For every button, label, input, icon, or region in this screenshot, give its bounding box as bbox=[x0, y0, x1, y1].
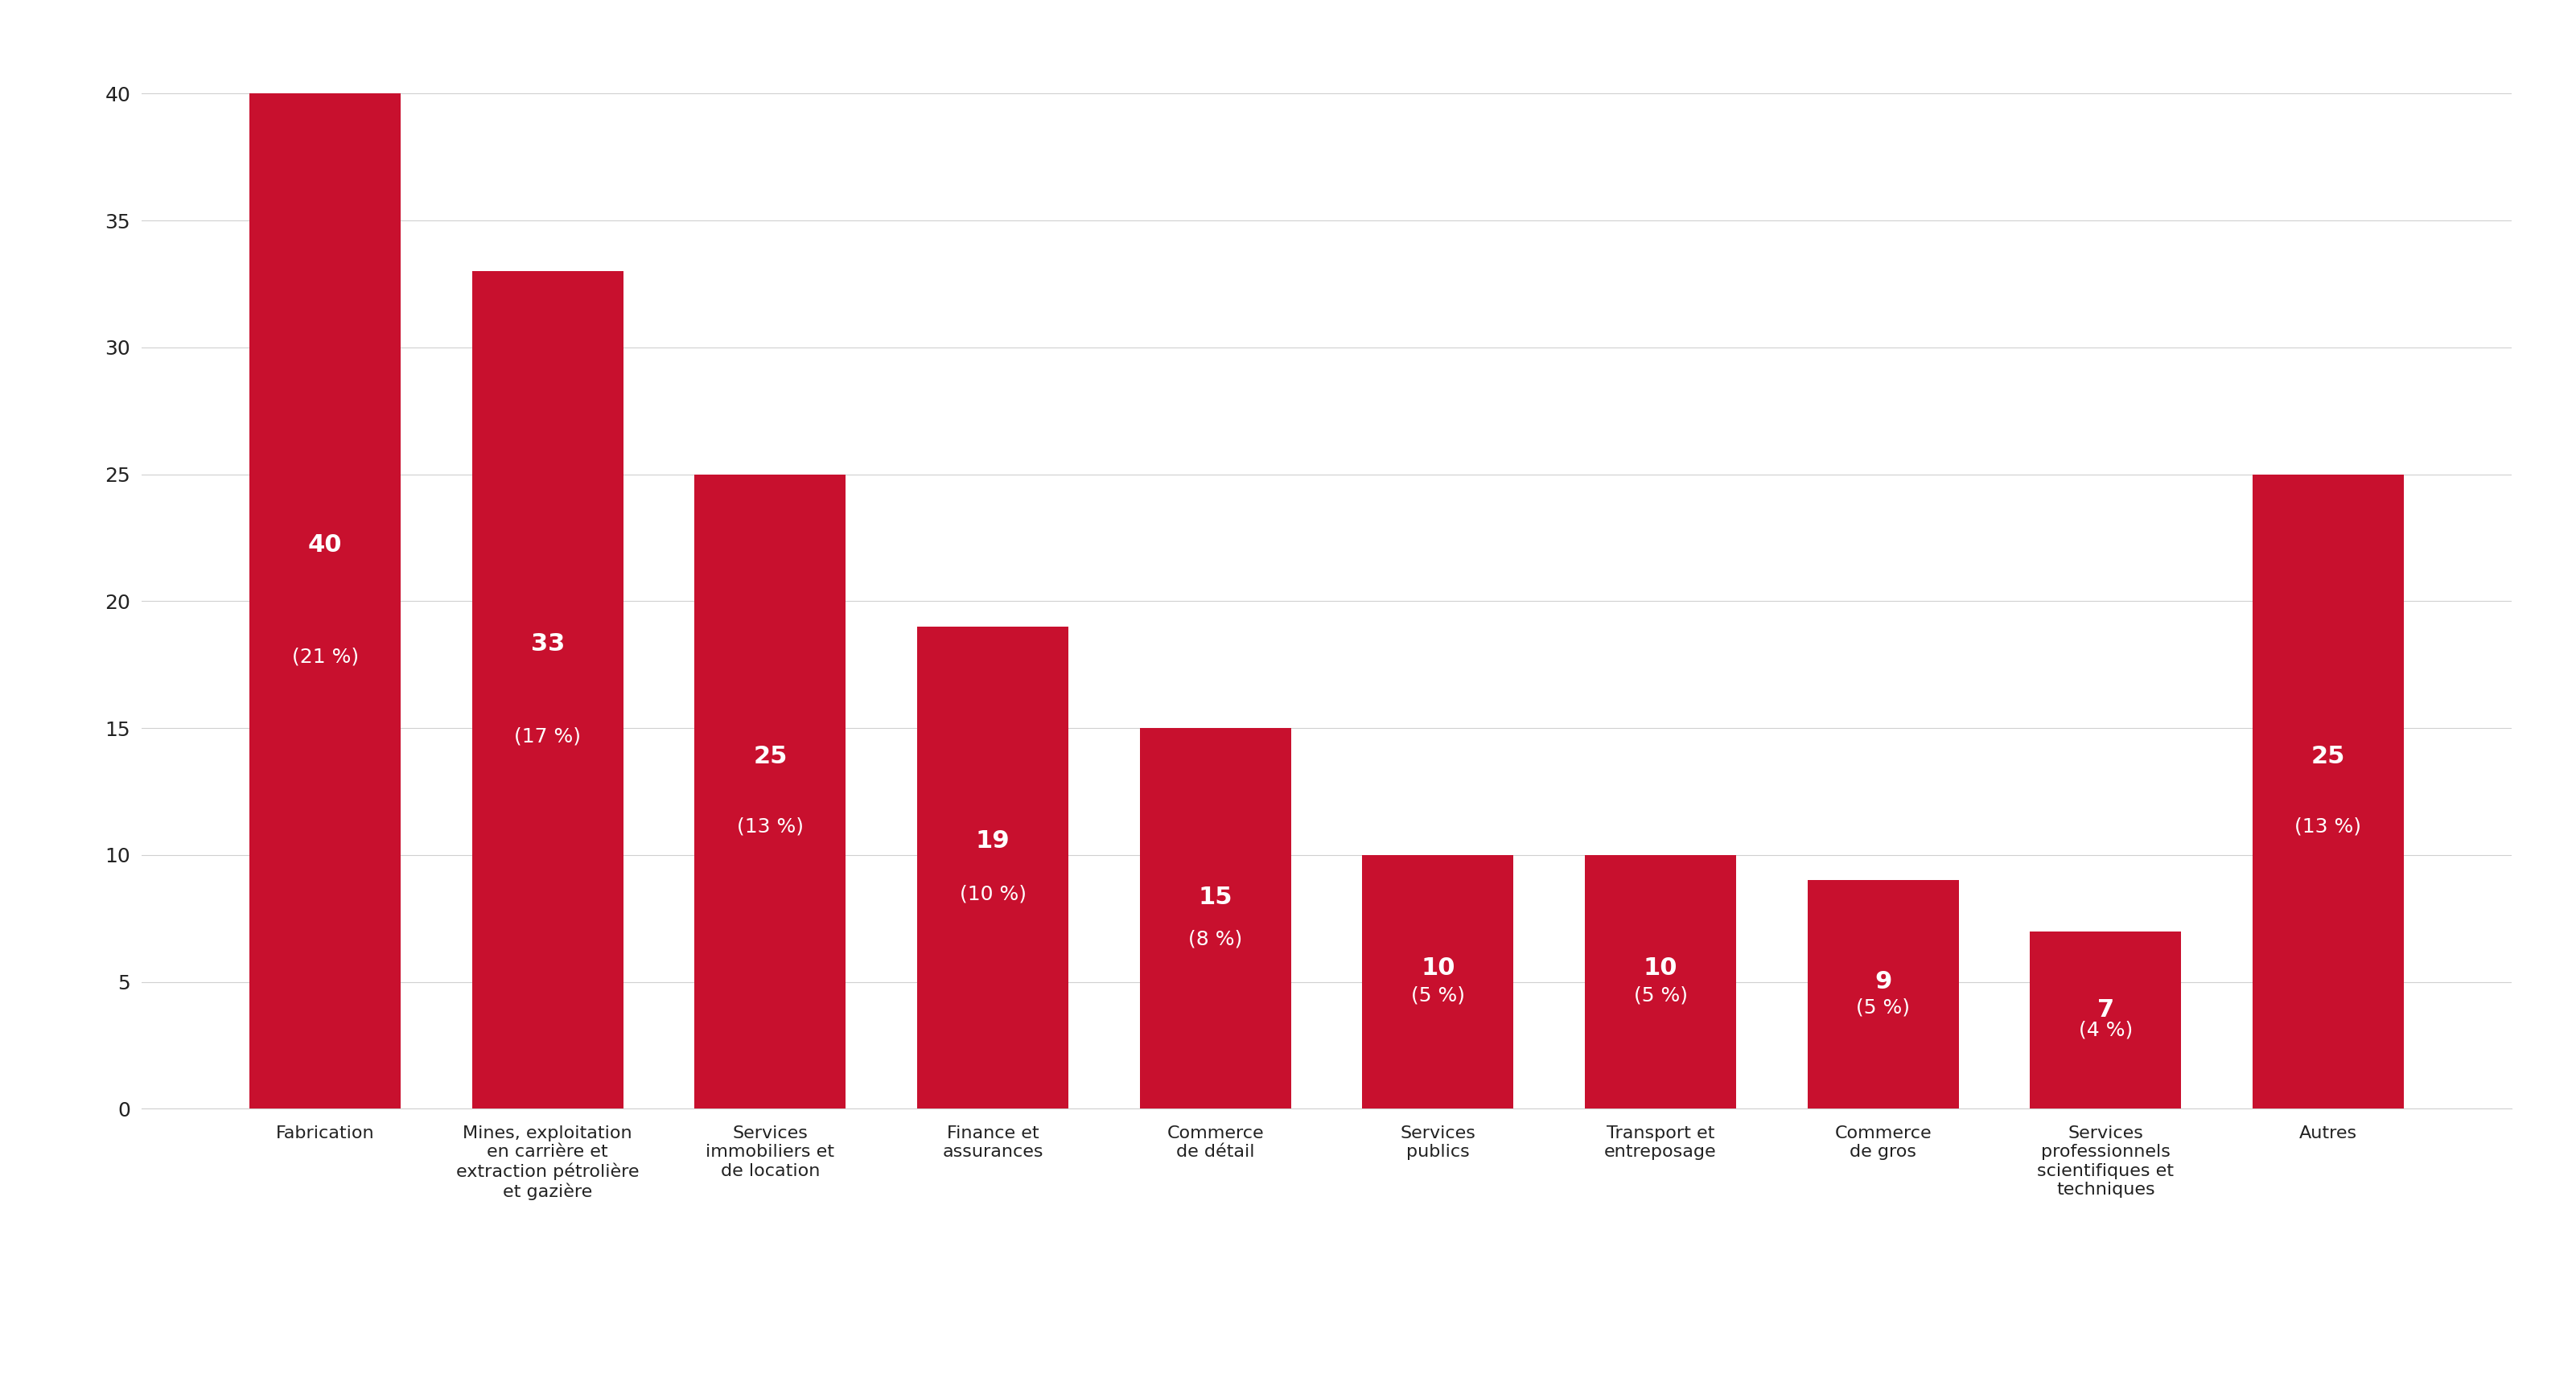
Text: 40: 40 bbox=[309, 534, 343, 557]
Bar bbox=[917, 626, 1069, 1109]
Text: (13 %): (13 %) bbox=[2295, 816, 2362, 836]
Text: (21 %): (21 %) bbox=[291, 647, 358, 667]
Text: (4 %): (4 %) bbox=[2079, 1020, 2133, 1040]
Text: (5 %): (5 %) bbox=[1633, 987, 1687, 1005]
Text: 19: 19 bbox=[976, 829, 1010, 852]
Text: 10: 10 bbox=[1643, 956, 1677, 980]
Bar bbox=[250, 93, 402, 1109]
Bar bbox=[2251, 474, 2403, 1109]
Text: (10 %): (10 %) bbox=[958, 884, 1025, 904]
Bar bbox=[696, 474, 845, 1109]
Bar bbox=[471, 272, 623, 1109]
Bar bbox=[1584, 855, 1736, 1109]
Text: 25: 25 bbox=[2311, 744, 2344, 768]
Text: 33: 33 bbox=[531, 632, 564, 656]
Bar bbox=[2030, 931, 2182, 1109]
Bar bbox=[1363, 855, 1515, 1109]
Text: (17 %): (17 %) bbox=[515, 726, 582, 746]
Text: 7: 7 bbox=[2097, 998, 2115, 1021]
Text: 15: 15 bbox=[1198, 886, 1231, 909]
Bar bbox=[1139, 728, 1291, 1109]
Bar bbox=[1808, 880, 1958, 1109]
Text: 9: 9 bbox=[1875, 970, 1891, 994]
Text: (8 %): (8 %) bbox=[1188, 930, 1242, 949]
Text: (5 %): (5 %) bbox=[1857, 998, 1909, 1017]
Text: 10: 10 bbox=[1422, 956, 1455, 980]
Text: 25: 25 bbox=[752, 744, 788, 768]
Text: (5 %): (5 %) bbox=[1412, 987, 1466, 1005]
Text: (13 %): (13 %) bbox=[737, 816, 804, 836]
